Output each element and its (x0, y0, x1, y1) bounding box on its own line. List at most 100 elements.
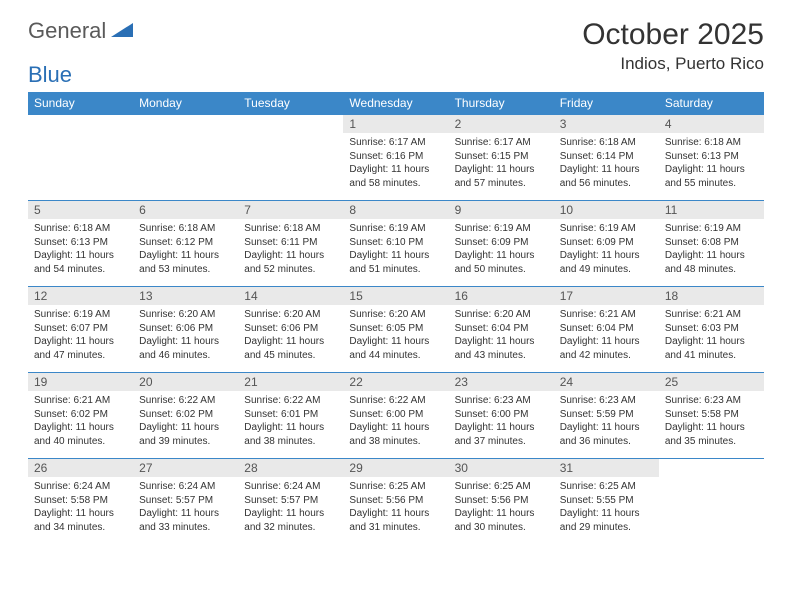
sunrise-text: Sunrise: 6:20 AM (139, 308, 232, 322)
day-content: Sunrise: 6:18 AMSunset: 6:11 PMDaylight:… (238, 219, 343, 280)
day-number: 4 (659, 115, 764, 133)
calendar-cell: 23Sunrise: 6:23 AMSunset: 6:00 PMDayligh… (449, 373, 554, 459)
daylight-text: Daylight: 11 hours and 52 minutes. (244, 249, 337, 276)
day-number: 5 (28, 201, 133, 219)
calendar-cell: 21Sunrise: 6:22 AMSunset: 6:01 PMDayligh… (238, 373, 343, 459)
sunset-text: Sunset: 6:11 PM (244, 236, 337, 250)
sunset-text: Sunset: 6:00 PM (455, 408, 548, 422)
day-number: 1 (343, 115, 448, 133)
calendar-cell: 8Sunrise: 6:19 AMSunset: 6:10 PMDaylight… (343, 201, 448, 287)
sunrise-text: Sunrise: 6:18 AM (139, 222, 232, 236)
sunrise-text: Sunrise: 6:20 AM (349, 308, 442, 322)
weekday-sunday: Sunday (28, 92, 133, 115)
sunset-text: Sunset: 6:15 PM (455, 150, 548, 164)
weekday-tuesday: Tuesday (238, 92, 343, 115)
daylight-text: Daylight: 11 hours and 43 minutes. (455, 335, 548, 362)
day-content: Sunrise: 6:20 AMSunset: 6:06 PMDaylight:… (238, 305, 343, 366)
calendar-cell: 26Sunrise: 6:24 AMSunset: 5:58 PMDayligh… (28, 459, 133, 545)
calendar-cell: 28Sunrise: 6:24 AMSunset: 5:57 PMDayligh… (238, 459, 343, 545)
calendar-cell: 12Sunrise: 6:19 AMSunset: 6:07 PMDayligh… (28, 287, 133, 373)
sunset-text: Sunset: 6:00 PM (349, 408, 442, 422)
day-content: Sunrise: 6:21 AMSunset: 6:03 PMDaylight:… (659, 305, 764, 366)
daylight-text: Daylight: 11 hours and 33 minutes. (139, 507, 232, 534)
day-number: 22 (343, 373, 448, 391)
calendar-cell: 18Sunrise: 6:21 AMSunset: 6:03 PMDayligh… (659, 287, 764, 373)
sunrise-text: Sunrise: 6:23 AM (665, 394, 758, 408)
sunset-text: Sunset: 6:01 PM (244, 408, 337, 422)
daylight-text: Daylight: 11 hours and 46 minutes. (139, 335, 232, 362)
daylight-text: Daylight: 11 hours and 53 minutes. (139, 249, 232, 276)
day-content: Sunrise: 6:19 AMSunset: 6:07 PMDaylight:… (28, 305, 133, 366)
day-content: Sunrise: 6:25 AMSunset: 5:56 PMDaylight:… (343, 477, 448, 538)
day-number: 9 (449, 201, 554, 219)
daylight-text: Daylight: 11 hours and 36 minutes. (560, 421, 653, 448)
sunset-text: Sunset: 6:05 PM (349, 322, 442, 336)
sunset-text: Sunset: 6:02 PM (34, 408, 127, 422)
daylight-text: Daylight: 11 hours and 54 minutes. (34, 249, 127, 276)
day-number: 7 (238, 201, 343, 219)
day-content: Sunrise: 6:18 AMSunset: 6:13 PMDaylight:… (28, 219, 133, 280)
day-number: 2 (449, 115, 554, 133)
calendar-cell: 9 Sunrise: 6:19 AMSunset: 6:09 PMDaylight… (449, 201, 554, 287)
day-content: Sunrise: 6:23 AMSunset: 6:00 PMDaylight:… (449, 391, 554, 452)
sunrise-text: Sunrise: 6:25 AM (560, 480, 653, 494)
day-content: Sunrise: 6:24 AMSunset: 5:57 PMDaylight:… (238, 477, 343, 538)
sunrise-text: Sunrise: 6:23 AM (560, 394, 653, 408)
daylight-text: Daylight: 11 hours and 56 minutes. (560, 163, 653, 190)
daylight-text: Daylight: 11 hours and 30 minutes. (455, 507, 548, 534)
calendar-row: 19Sunrise: 6:21 AMSunset: 6:02 PMDayligh… (28, 373, 764, 459)
day-number: 18 (659, 287, 764, 305)
sunset-text: Sunset: 6:14 PM (560, 150, 653, 164)
daylight-text: Daylight: 11 hours and 38 minutes. (244, 421, 337, 448)
daylight-text: Daylight: 11 hours and 50 minutes. (455, 249, 548, 276)
sunrise-text: Sunrise: 6:19 AM (349, 222, 442, 236)
logo-text-blue: Blue (28, 62, 764, 88)
sunset-text: Sunset: 6:04 PM (455, 322, 548, 336)
sunrise-text: Sunrise: 6:20 AM (455, 308, 548, 322)
sunrise-text: Sunrise: 6:17 AM (349, 136, 442, 150)
calendar-cell (28, 115, 133, 201)
day-content: Sunrise: 6:18 AMSunset: 6:13 PMDaylight:… (659, 133, 764, 194)
calendar-cell: 11Sunrise: 6:19 AMSunset: 6:08 PMDayligh… (659, 201, 764, 287)
sunrise-text: Sunrise: 6:24 AM (244, 480, 337, 494)
calendar-cell: 24Sunrise: 6:23 AMSunset: 5:59 PMDayligh… (554, 373, 659, 459)
sunset-text: Sunset: 6:09 PM (455, 236, 548, 250)
calendar-cell: 1Sunrise: 6:17 AMSunset: 6:16 PMDaylight… (343, 115, 448, 201)
sunrise-text: Sunrise: 6:24 AM (139, 480, 232, 494)
sunrise-text: Sunrise: 6:17 AM (455, 136, 548, 150)
day-number: 19 (28, 373, 133, 391)
day-content: Sunrise: 6:17 AMSunset: 6:16 PMDaylight:… (343, 133, 448, 194)
day-content: Sunrise: 6:18 AMSunset: 6:12 PMDaylight:… (133, 219, 238, 280)
day-content: Sunrise: 6:18 AMSunset: 6:14 PMDaylight:… (554, 133, 659, 194)
day-content: Sunrise: 6:22 AMSunset: 6:02 PMDaylight:… (133, 391, 238, 452)
day-number: 8 (343, 201, 448, 219)
day-number: 23 (449, 373, 554, 391)
daylight-text: Daylight: 11 hours and 37 minutes. (455, 421, 548, 448)
calendar-cell: 6Sunrise: 6:18 AMSunset: 6:12 PMDaylight… (133, 201, 238, 287)
sunset-text: Sunset: 6:12 PM (139, 236, 232, 250)
sunset-text: Sunset: 6:04 PM (560, 322, 653, 336)
day-number: 31 (554, 459, 659, 477)
daylight-text: Daylight: 11 hours and 47 minutes. (34, 335, 127, 362)
day-number: 10 (554, 201, 659, 219)
calendar-cell: 13Sunrise: 6:20 AMSunset: 6:06 PMDayligh… (133, 287, 238, 373)
day-number: 28 (238, 459, 343, 477)
daylight-text: Daylight: 11 hours and 39 minutes. (139, 421, 232, 448)
daylight-text: Daylight: 11 hours and 57 minutes. (455, 163, 548, 190)
day-content: Sunrise: 6:24 AMSunset: 5:58 PMDaylight:… (28, 477, 133, 538)
sunset-text: Sunset: 6:16 PM (349, 150, 442, 164)
day-number: 21 (238, 373, 343, 391)
day-number: 13 (133, 287, 238, 305)
sunset-text: Sunset: 6:13 PM (665, 150, 758, 164)
day-number: 11 (659, 201, 764, 219)
sunrise-text: Sunrise: 6:19 AM (455, 222, 548, 236)
sunset-text: Sunset: 5:59 PM (560, 408, 653, 422)
sunrise-text: Sunrise: 6:23 AM (455, 394, 548, 408)
calendar-cell (133, 115, 238, 201)
calendar-cell: 19Sunrise: 6:21 AMSunset: 6:02 PMDayligh… (28, 373, 133, 459)
day-number: 26 (28, 459, 133, 477)
day-number: 16 (449, 287, 554, 305)
daylight-text: Daylight: 11 hours and 49 minutes. (560, 249, 653, 276)
calendar-cell: 30Sunrise: 6:25 AMSunset: 5:56 PMDayligh… (449, 459, 554, 545)
daylight-text: Daylight: 11 hours and 35 minutes. (665, 421, 758, 448)
